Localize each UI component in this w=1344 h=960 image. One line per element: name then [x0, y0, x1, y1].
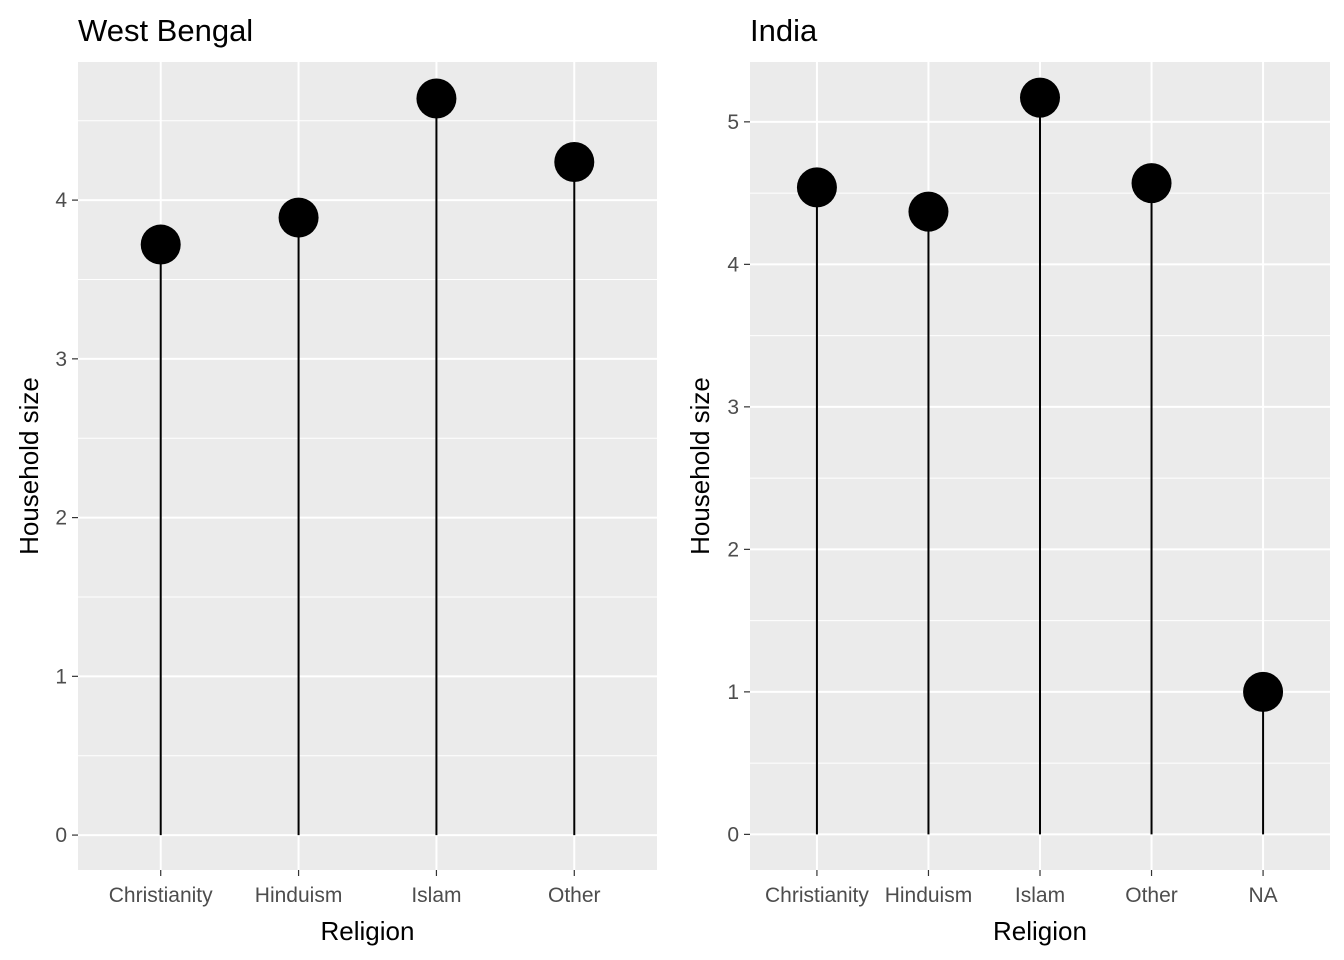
x-tick-label: Hinduism: [885, 884, 973, 907]
panel-2: 0 1 2 3 4 5 Christianity Hinduism Islam Other NA In…: [685, 13, 1330, 946]
y-tick-label: 3: [55, 348, 67, 371]
x-tick-label: NA: [1248, 884, 1277, 907]
lollipop-point: [1243, 671, 1284, 712]
x-tick-label: Christianity: [109, 884, 213, 907]
y-axis-label: Household size: [685, 377, 715, 555]
x-axis-label: Religion: [321, 916, 415, 946]
y-tick-label: 5: [727, 111, 739, 134]
lollipop-point: [140, 224, 181, 265]
y-tick-label: 2: [55, 507, 67, 530]
lollipop-point: [908, 191, 949, 232]
y-axis-label: Household size: [14, 377, 44, 555]
y-tick-label: 1: [55, 665, 67, 688]
y-tick-label: 0: [727, 823, 739, 846]
x-axis-label: Religion: [993, 916, 1087, 946]
x-tick-label: Islam: [411, 884, 461, 907]
y-tick-label: 0: [55, 824, 67, 847]
lollipop-point: [796, 167, 837, 208]
lollipop-point: [1020, 77, 1060, 118]
lollipop-point: [1131, 163, 1172, 204]
x-tick-label: Islam: [1015, 884, 1065, 907]
y-tick-label: 3: [727, 396, 739, 419]
y-tick-label: 4: [727, 253, 739, 276]
plot-background: [78, 62, 657, 870]
y-tick-label: 4: [55, 189, 67, 212]
y-tick-label: 2: [727, 538, 739, 561]
chart-title: West Bengal: [78, 13, 253, 48]
x-tick-label: Other: [1125, 884, 1178, 907]
x-tick-label: Other: [548, 884, 601, 907]
chart-title: India: [750, 13, 818, 48]
x-tick-label: Christianity: [765, 884, 869, 907]
y-tick-label: 1: [727, 681, 739, 704]
x-tick-label: Hinduism: [255, 884, 343, 907]
lollipop-point: [554, 142, 595, 183]
panel-1: 0 1 2 3 4 Christianity Hinduism Islam Other West …: [14, 13, 657, 946]
lollipop-point: [416, 78, 457, 119]
lollipop-point: [278, 197, 319, 238]
